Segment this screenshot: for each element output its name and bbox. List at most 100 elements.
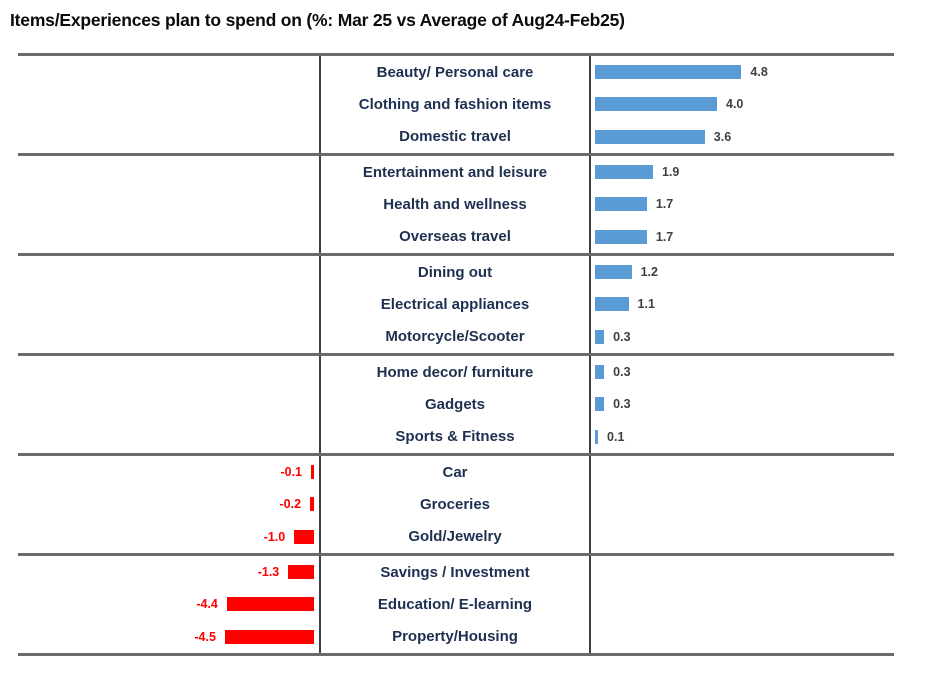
value-label: 0.3: [613, 329, 631, 344]
positive-bar-zone: 0.1: [591, 421, 894, 453]
positive-bar-zone: 1.2: [591, 256, 894, 288]
chart-group-3: Dining out 1.2 Electrical appliances 1.1 Mot…: [18, 253, 894, 353]
category-label: Beauty/ Personal care: [319, 56, 591, 89]
chart-row: -1.0 Gold/Jewelry: [18, 520, 894, 553]
category-label: Education/ E-learning: [319, 588, 591, 621]
negative-bar-zone: [18, 388, 319, 420]
negative-bar-zone: -4.5: [18, 621, 319, 653]
positive-bar: [595, 229, 647, 244]
chart-group-4: Home decor/ furniture 0.3 Gadgets 0.3 Sports…: [18, 353, 894, 453]
positive-bar: [595, 65, 742, 80]
negative-bar-zone: -0.1: [18, 456, 319, 488]
category-label: Gadgets: [319, 388, 591, 421]
value-label: -0.1: [280, 465, 302, 480]
value-label: 0.3: [613, 397, 631, 412]
category-label: Entertainment and leisure: [319, 156, 591, 189]
positive-bar: [595, 329, 605, 344]
negative-bar-zone: [18, 256, 319, 288]
positive-bar: [595, 397, 605, 412]
value-label: 3.6: [713, 129, 732, 144]
negative-bar-zone: -1.3: [18, 556, 319, 588]
chart-row: Electrical appliances 1.1: [18, 288, 894, 321]
negative-bar-zone: [18, 188, 319, 220]
category-label: Clothing and fashion items: [319, 88, 591, 121]
positive-bar-zone: [591, 521, 894, 553]
negative-bar: [226, 597, 314, 612]
category-label: Overseas travel: [319, 220, 591, 253]
chart-row: -0.2 Groceries: [18, 488, 894, 521]
negative-bar-zone: [18, 221, 319, 253]
negative-bar-zone: [18, 356, 319, 388]
positive-bar-zone: [591, 488, 894, 520]
category-label: Home decor/ furniture: [319, 356, 591, 389]
category-label: Dining out: [319, 256, 591, 289]
value-label: -4.5: [194, 629, 216, 644]
value-label: 0.1: [607, 429, 625, 444]
value-label: -0.2: [279, 497, 302, 512]
chart-row: -4.5 Property/Housing: [18, 620, 894, 653]
value-label: 1.7: [655, 229, 674, 244]
negative-bar-zone: -4.4: [18, 588, 319, 620]
category-label: Property/Housing: [319, 620, 591, 653]
positive-bar: [595, 197, 647, 212]
value-label: -1.0: [263, 529, 286, 544]
positive-bar-zone: 0.3: [591, 321, 894, 353]
chart-row: Entertainment and leisure 1.9: [18, 156, 894, 189]
positive-bar: [595, 297, 629, 312]
chart-row: Motorcycle/Scooter 0.3: [18, 320, 894, 353]
negative-bar-zone: [18, 288, 319, 320]
negative-bar: [224, 629, 314, 644]
category-label: Car: [319, 456, 591, 489]
chart-title: Items/Experiences plan to spend on (%: M…: [10, 10, 625, 30]
category-label: Savings / Investment: [319, 556, 591, 589]
chart-row: Clothing and fashion items 4.0: [18, 88, 894, 121]
value-label: 1.9: [661, 165, 680, 180]
chart-row: Overseas travel 1.7: [18, 220, 894, 253]
negative-bar: [310, 497, 314, 512]
category-label: Motorcycle/Scooter: [319, 320, 591, 353]
chart-group-6: -1.3 Savings / Investment -4.4 Education/ E…: [18, 553, 894, 653]
chart-row: Home decor/ furniture 0.3: [18, 356, 894, 389]
positive-bar-zone: [591, 456, 894, 488]
positive-bar-zone: 1.1: [591, 288, 894, 320]
value-label: 1.2: [640, 265, 658, 280]
chart-group-5: -0.1 Car -0.2 Groceries -1.0 Gold/Jewelry: [18, 453, 894, 553]
positive-bar-zone: 1.9: [591, 156, 894, 188]
value-label: 4.0: [726, 97, 744, 112]
positive-bar-zone: 1.7: [591, 221, 894, 253]
positive-bar: [595, 97, 717, 112]
positive-bar: [595, 265, 632, 280]
positive-bar-zone: 1.7: [591, 188, 894, 220]
negative-bar-zone: [18, 121, 319, 153]
negative-bar: [288, 565, 314, 580]
bar-chart: Beauty/ Personal care 4.8 Clothing and fas…: [18, 53, 894, 656]
category-label: Health and wellness: [319, 188, 591, 221]
negative-bar-zone: [18, 156, 319, 188]
value-label: 1.1: [637, 297, 655, 312]
positive-bar: [595, 365, 605, 380]
category-label: Sports & Fitness: [319, 420, 591, 453]
positive-bar-zone: 3.6: [591, 121, 894, 153]
chart-row: Gadgets 0.3: [18, 388, 894, 421]
positive-bar-zone: [591, 588, 894, 620]
positive-bar-zone: [591, 621, 894, 653]
category-label: Gold/Jewelry: [319, 520, 591, 553]
chart-row: -0.1 Car: [18, 456, 894, 489]
positive-bar-zone: 4.8: [591, 56, 894, 88]
value-label: 1.7: [655, 197, 674, 212]
positive-bar-zone: [591, 556, 894, 588]
negative-bar-zone: [18, 421, 319, 453]
negative-bar: [311, 465, 314, 480]
chart-group-2: Entertainment and leisure 1.9 Health and w…: [18, 153, 894, 253]
chart-row: -1.3 Savings / Investment: [18, 556, 894, 589]
positive-bar: [595, 429, 599, 444]
negative-bar: [294, 529, 314, 544]
negative-bar-zone: -1.0: [18, 521, 319, 553]
category-label: Groceries: [319, 488, 591, 521]
chart-row: Beauty/ Personal care 4.8: [18, 56, 894, 89]
value-label: -1.3: [257, 565, 280, 580]
positive-bar-zone: 4.0: [591, 88, 894, 120]
value-label: 0.3: [613, 365, 631, 380]
positive-bar: [595, 129, 705, 144]
